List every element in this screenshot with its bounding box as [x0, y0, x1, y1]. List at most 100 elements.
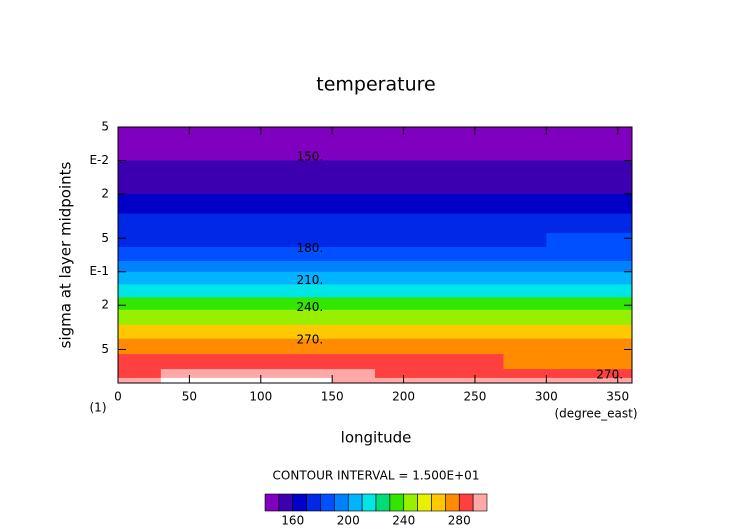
y-unit: (1) — [90, 401, 107, 415]
cell — [246, 324, 290, 340]
cell — [503, 247, 547, 262]
cell — [289, 324, 333, 340]
cell — [203, 271, 247, 285]
cell — [460, 271, 504, 285]
cell — [160, 233, 205, 248]
cell — [118, 297, 162, 311]
cell — [118, 213, 162, 234]
cell — [332, 127, 376, 144]
cell — [460, 247, 504, 262]
cell — [460, 324, 504, 340]
cell — [460, 338, 504, 355]
cell — [160, 309, 205, 326]
cell — [417, 284, 462, 298]
cell — [118, 354, 162, 370]
cell — [160, 143, 205, 161]
cell — [160, 247, 205, 262]
colorbar-box — [306, 493, 321, 512]
contour-label: 180. — [296, 241, 323, 255]
cell — [375, 143, 419, 161]
cell — [460, 143, 504, 161]
cell — [589, 309, 633, 326]
cell — [546, 338, 590, 355]
cell — [332, 297, 376, 311]
cell — [160, 284, 205, 298]
x-tick-label: 350 — [606, 390, 629, 404]
cell — [332, 213, 376, 234]
cell — [118, 160, 162, 181]
cell — [160, 271, 205, 285]
cell — [417, 180, 462, 195]
y-tick-label: 2 — [101, 298, 109, 312]
cell — [203, 213, 247, 234]
cell — [460, 369, 504, 379]
cell — [118, 247, 162, 262]
cell — [118, 260, 162, 273]
cell — [460, 260, 504, 273]
cell — [246, 369, 290, 379]
cell — [246, 180, 290, 195]
cell — [375, 284, 419, 298]
cell — [589, 297, 633, 311]
cell — [375, 271, 419, 285]
cell — [203, 193, 247, 215]
cell — [503, 160, 547, 181]
cell — [289, 338, 333, 355]
cell — [160, 193, 205, 215]
cell — [503, 377, 547, 384]
y-axis-label: sigma at layer midpoints — [57, 161, 75, 348]
x-axis-label: longitude — [341, 429, 412, 447]
cell — [203, 233, 247, 248]
cell — [118, 127, 162, 144]
cell — [375, 247, 419, 262]
cell — [375, 160, 419, 181]
cell — [417, 213, 462, 234]
colorbar-box — [334, 493, 349, 512]
cell — [417, 247, 462, 262]
cell — [203, 324, 247, 340]
cell — [460, 309, 504, 326]
cell — [503, 309, 547, 326]
cell — [546, 143, 590, 161]
cell — [160, 297, 205, 311]
cell — [246, 260, 290, 273]
cell — [375, 233, 419, 248]
colorbar-box — [264, 493, 280, 512]
contour-label: 210. — [296, 273, 323, 287]
cell — [203, 297, 247, 311]
x-tick-label: 0 — [114, 390, 122, 404]
y-tick-label: 5 — [101, 231, 109, 245]
cell — [417, 338, 462, 355]
cell — [589, 324, 633, 340]
cell — [160, 213, 205, 234]
cell — [503, 271, 547, 285]
cell — [332, 354, 376, 370]
cell — [503, 354, 547, 370]
colorbar-box — [403, 493, 418, 512]
cell — [460, 354, 504, 370]
y-tick-label: E-1 — [89, 264, 109, 278]
cell — [503, 260, 547, 273]
cell — [160, 324, 205, 340]
cell — [160, 180, 205, 195]
cell — [203, 260, 247, 273]
chart-title: temperature — [316, 74, 435, 96]
cell — [375, 324, 419, 340]
cell — [289, 213, 333, 234]
cell — [289, 354, 333, 370]
cell — [332, 271, 376, 285]
cell — [503, 297, 547, 311]
cell — [332, 247, 376, 262]
cell — [332, 309, 376, 326]
cell — [589, 354, 633, 370]
cell — [546, 377, 590, 384]
cell — [460, 377, 504, 384]
cell — [460, 160, 504, 181]
x-tick-label: 200 — [392, 390, 415, 404]
cell — [503, 127, 547, 144]
cell — [417, 127, 462, 144]
cell — [503, 193, 547, 215]
cell — [375, 213, 419, 234]
colorbar-tick-label: 240 — [392, 514, 415, 528]
